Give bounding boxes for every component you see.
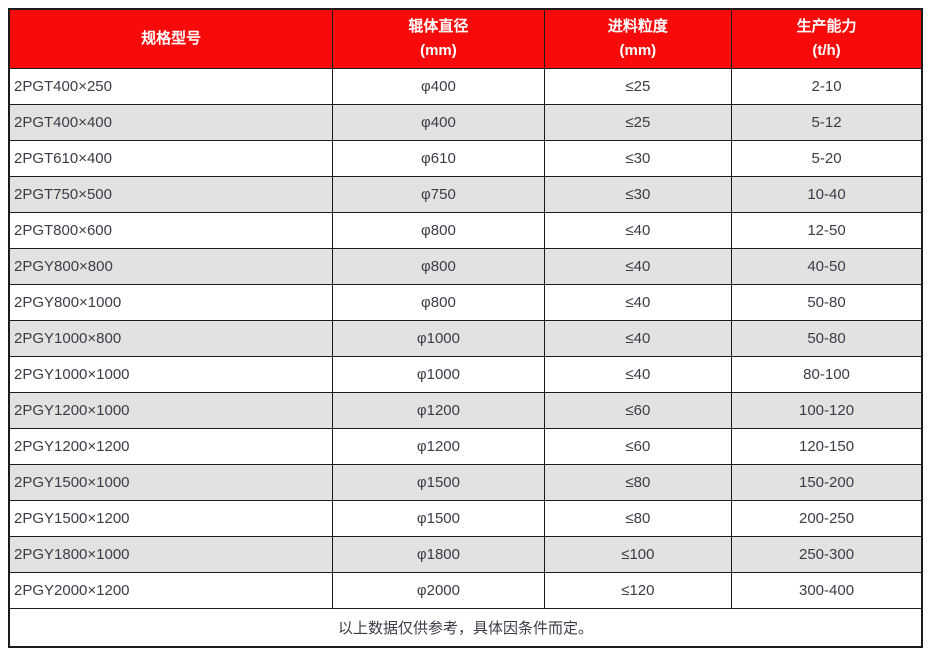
model-cell: 2PGY1000×1000 bbox=[8, 356, 334, 393]
model-cell: 2PGT800×600 bbox=[8, 212, 334, 249]
capacity-cell: 12-50 bbox=[731, 212, 923, 249]
table-row: 2PGY800×800 φ800 ≤40 40-50 bbox=[8, 248, 923, 285]
header-row: 规格型号 辊体直径 (mm) 进料粒度 (mm) 生产能力 (t/h) bbox=[8, 8, 923, 69]
table-body: 2PGT400×250 φ400 ≤25 2-10 2PGT400×400 φ400 ≤25… bbox=[8, 68, 923, 609]
table-row: 2PGT750×500 φ750 ≤30 10-40 bbox=[8, 176, 923, 213]
capacity-cell: 120-150 bbox=[731, 428, 923, 465]
feed-size-cell: ≤60 bbox=[543, 428, 733, 465]
feed-size-cell: ≤40 bbox=[543, 320, 733, 357]
capacity-cell: 5-20 bbox=[731, 140, 923, 177]
footnote-text: 以上数据仅供参考，具体因条件而定。 bbox=[8, 608, 923, 648]
capacity-cell: 2-10 bbox=[731, 68, 923, 105]
model-cell: 2PGY1200×1000 bbox=[8, 392, 334, 429]
roller-diameter-cell: φ1000 bbox=[332, 356, 545, 393]
model-cell: 2PGT750×500 bbox=[8, 176, 334, 213]
col-header-feed-size: 进料粒度 (mm) bbox=[543, 8, 733, 69]
col-header-roller-diameter-unit: (mm) bbox=[420, 42, 457, 59]
capacity-cell: 80-100 bbox=[731, 356, 923, 393]
table-row: 2PGY1500×1000 φ1500 ≤80 150-200 bbox=[8, 464, 923, 501]
table-footer: 以上数据仅供参考，具体因条件而定。 bbox=[8, 608, 923, 648]
model-cell: 2PGY1500×1200 bbox=[8, 500, 334, 537]
table-row: 2PGY1200×1000 φ1200 ≤60 100-120 bbox=[8, 392, 923, 429]
table-row: 2PGY1800×1000 φ1800 ≤100 250-300 bbox=[8, 536, 923, 573]
model-cell: 2PGY1500×1000 bbox=[8, 464, 334, 501]
feed-size-cell: ≤25 bbox=[543, 104, 733, 141]
model-cell: 2PGY800×1000 bbox=[8, 284, 334, 321]
footnote-row: 以上数据仅供参考，具体因条件而定。 bbox=[8, 608, 923, 648]
table-row: 2PGY800×1000 φ800 ≤40 50-80 bbox=[8, 284, 923, 321]
feed-size-cell: ≤100 bbox=[543, 536, 733, 573]
roller-diameter-cell: φ800 bbox=[332, 248, 545, 285]
capacity-cell: 40-50 bbox=[731, 248, 923, 285]
table-row: 2PGT800×600 φ800 ≤40 12-50 bbox=[8, 212, 923, 249]
capacity-cell: 5-12 bbox=[731, 104, 923, 141]
roller-diameter-cell: φ1500 bbox=[332, 500, 545, 537]
roller-diameter-cell: φ2000 bbox=[332, 572, 545, 609]
feed-size-cell: ≤80 bbox=[543, 464, 733, 501]
roller-diameter-cell: φ400 bbox=[332, 104, 545, 141]
model-cell: 2PGY1200×1200 bbox=[8, 428, 334, 465]
feed-size-cell: ≤40 bbox=[543, 284, 733, 321]
col-header-roller-diameter-label: 辊体直径 bbox=[408, 18, 469, 35]
capacity-cell: 150-200 bbox=[731, 464, 923, 501]
model-cell: 2PGY1800×1000 bbox=[8, 536, 334, 573]
roller-diameter-cell: φ400 bbox=[332, 68, 545, 105]
model-cell: 2PGT400×400 bbox=[8, 104, 334, 141]
roller-diameter-cell: φ750 bbox=[332, 176, 545, 213]
col-header-roller-diameter: 辊体直径 (mm) bbox=[332, 8, 545, 69]
table-header: 规格型号 辊体直径 (mm) 进料粒度 (mm) 生产能力 (t/h) bbox=[8, 8, 923, 69]
roller-diameter-cell: φ800 bbox=[332, 284, 545, 321]
feed-size-cell: ≤120 bbox=[543, 572, 733, 609]
roller-diameter-cell: φ1800 bbox=[332, 536, 545, 573]
feed-size-cell: ≤25 bbox=[543, 68, 733, 105]
col-header-capacity: 生产能力 (t/h) bbox=[731, 8, 923, 69]
col-header-feed-size-unit: (mm) bbox=[619, 42, 657, 59]
roller-diameter-cell: φ1200 bbox=[332, 392, 545, 429]
feed-size-cell: ≤30 bbox=[543, 176, 733, 213]
capacity-cell: 200-250 bbox=[731, 500, 923, 537]
table-row: 2PGY2000×1200 φ2000 ≤120 300-400 bbox=[8, 572, 923, 609]
table-row: 2PGT400×250 φ400 ≤25 2-10 bbox=[8, 68, 923, 105]
col-header-model: 规格型号 bbox=[8, 8, 334, 69]
table-row: 2PGT400×400 φ400 ≤25 5-12 bbox=[8, 104, 923, 141]
model-cell: 2PGY1000×800 bbox=[8, 320, 334, 357]
capacity-cell: 10-40 bbox=[731, 176, 923, 213]
table-row: 2PGT610×400 φ610 ≤30 5-20 bbox=[8, 140, 923, 177]
capacity-cell: 250-300 bbox=[731, 536, 923, 573]
col-header-feed-size-label: 进料粒度 bbox=[607, 18, 668, 35]
feed-size-cell: ≤30 bbox=[543, 140, 733, 177]
roller-diameter-cell: φ800 bbox=[332, 212, 545, 249]
feed-size-cell: ≤60 bbox=[543, 392, 733, 429]
capacity-cell: 50-80 bbox=[731, 284, 923, 321]
model-cell: 2PGY800×800 bbox=[8, 248, 334, 285]
model-cell: 2PGY2000×1200 bbox=[8, 572, 334, 609]
table-row: 2PGY1000×1000 φ1000 ≤40 80-100 bbox=[8, 356, 923, 393]
col-header-capacity-label: 生产能力 bbox=[796, 18, 857, 35]
table-row: 2PGY1500×1200 φ1500 ≤80 200-250 bbox=[8, 500, 923, 537]
feed-size-cell: ≤80 bbox=[543, 500, 733, 537]
spec-table: 规格型号 辊体直径 (mm) 进料粒度 (mm) 生产能力 (t/h) 2PGT… bbox=[8, 8, 923, 648]
model-cell: 2PGT400×250 bbox=[8, 68, 334, 105]
col-header-capacity-unit: (t/h) bbox=[812, 42, 841, 59]
table-row: 2PGY1200×1200 φ1200 ≤60 120-150 bbox=[8, 428, 923, 465]
model-cell: 2PGT610×400 bbox=[8, 140, 334, 177]
roller-diameter-cell: φ1000 bbox=[332, 320, 545, 357]
col-header-model-label: 规格型号 bbox=[141, 30, 202, 47]
table-row: 2PGY1000×800 φ1000 ≤40 50-80 bbox=[8, 320, 923, 357]
roller-diameter-cell: φ1200 bbox=[332, 428, 545, 465]
capacity-cell: 300-400 bbox=[731, 572, 923, 609]
feed-size-cell: ≤40 bbox=[543, 212, 733, 249]
feed-size-cell: ≤40 bbox=[543, 248, 733, 285]
feed-size-cell: ≤40 bbox=[543, 356, 733, 393]
capacity-cell: 50-80 bbox=[731, 320, 923, 357]
roller-diameter-cell: φ610 bbox=[332, 140, 545, 177]
roller-diameter-cell: φ1500 bbox=[332, 464, 545, 501]
capacity-cell: 100-120 bbox=[731, 392, 923, 429]
